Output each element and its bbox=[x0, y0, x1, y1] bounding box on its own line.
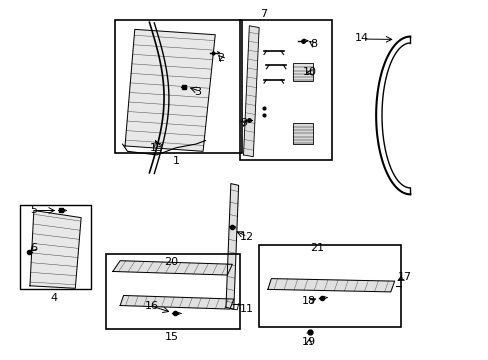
Text: 4: 4 bbox=[51, 293, 58, 303]
Polygon shape bbox=[225, 184, 238, 309]
Polygon shape bbox=[267, 279, 394, 292]
Text: 19: 19 bbox=[301, 337, 315, 347]
Text: 21: 21 bbox=[310, 243, 324, 253]
Bar bbox=[259, 244, 400, 327]
Text: 8: 8 bbox=[309, 39, 317, 49]
Text: 15: 15 bbox=[164, 332, 178, 342]
Text: 16: 16 bbox=[144, 301, 159, 311]
Bar bbox=[115, 21, 242, 153]
Text: 5: 5 bbox=[30, 206, 37, 216]
Polygon shape bbox=[243, 26, 259, 157]
Text: 6: 6 bbox=[30, 243, 37, 253]
Text: 3: 3 bbox=[194, 87, 201, 97]
Polygon shape bbox=[125, 30, 215, 151]
Text: 13: 13 bbox=[149, 143, 163, 153]
Bar bbox=[293, 63, 312, 81]
Bar bbox=[293, 123, 312, 144]
Text: 12: 12 bbox=[240, 232, 253, 242]
Text: 1: 1 bbox=[172, 156, 180, 166]
Bar bbox=[239, 21, 331, 160]
Text: 20: 20 bbox=[164, 257, 178, 267]
Text: 11: 11 bbox=[240, 304, 253, 314]
Polygon shape bbox=[30, 211, 81, 288]
Text: 2: 2 bbox=[217, 53, 224, 63]
Text: 10: 10 bbox=[303, 67, 317, 77]
Polygon shape bbox=[120, 296, 233, 309]
Text: 18: 18 bbox=[302, 296, 316, 306]
Bar bbox=[20, 205, 91, 289]
Bar bbox=[105, 253, 239, 329]
Text: 14: 14 bbox=[354, 33, 368, 43]
Text: 7: 7 bbox=[260, 9, 267, 19]
Text: 9: 9 bbox=[240, 118, 246, 128]
Text: 17: 17 bbox=[397, 272, 411, 282]
Polygon shape bbox=[113, 261, 232, 275]
